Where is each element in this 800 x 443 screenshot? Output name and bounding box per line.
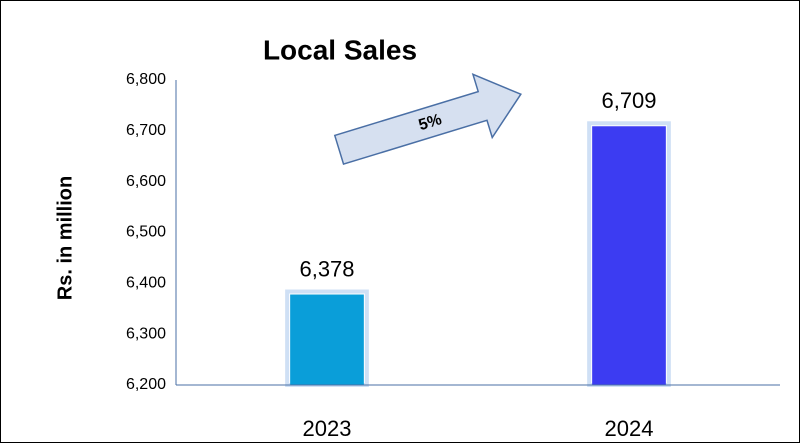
y-tick-label: 6,200	[126, 376, 166, 393]
y-axis-label: Rs. in million	[54, 176, 76, 300]
y-tick-label: 6,600	[126, 173, 166, 190]
x-tick-label: 2024	[605, 416, 654, 441]
y-tick-label: 6,700	[126, 122, 166, 139]
chart-title: Local Sales	[263, 34, 417, 65]
growth-arrow: 5%	[333, 73, 522, 166]
arrow-shape	[333, 73, 522, 166]
bar	[290, 294, 364, 385]
y-tick-label: 6,300	[126, 325, 166, 342]
y-tick-label: 6,500	[126, 224, 166, 241]
value-label: 6,378	[299, 256, 354, 281]
value-label: 6,709	[601, 88, 656, 113]
bar	[592, 126, 666, 385]
x-tick-label: 2023	[303, 416, 352, 441]
y-tick-label: 6,400	[126, 275, 166, 292]
y-tick-label: 6,800	[126, 71, 166, 88]
annotation: 5%	[417, 111, 444, 134]
